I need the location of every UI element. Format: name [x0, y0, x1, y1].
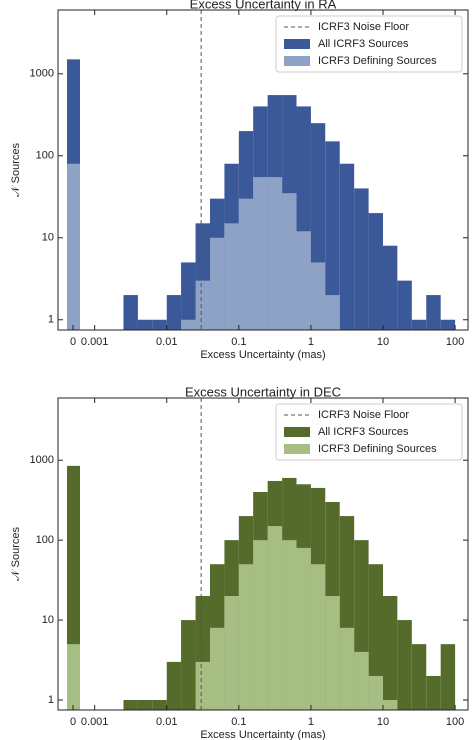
bar — [383, 245, 398, 330]
x-tick-label: 0.1 — [231, 336, 246, 348]
y-axis-label: 𝒩 Sources — [10, 527, 22, 581]
y-tick-label: 10 — [42, 232, 54, 244]
bar — [282, 193, 297, 330]
bar — [166, 295, 182, 330]
bar — [397, 280, 412, 330]
subplot: Excess Uncertainty in DEC 0 0.001 0.01 0.1 1 1… — [10, 384, 469, 740]
zero-bar — [67, 163, 80, 330]
bar — [137, 319, 153, 330]
y-tick-label: 100 — [36, 534, 54, 546]
bar — [411, 644, 427, 710]
bar — [253, 540, 268, 710]
bar — [267, 177, 283, 330]
bar — [181, 319, 196, 330]
bar — [325, 295, 340, 330]
bar — [310, 262, 326, 330]
bar — [383, 700, 398, 710]
bar — [440, 644, 456, 710]
x-tick-label: 0.01 — [156, 716, 177, 728]
bar — [339, 627, 355, 710]
bar — [137, 700, 153, 710]
bar — [325, 596, 340, 710]
bar — [440, 319, 456, 330]
legend-swatch — [284, 39, 310, 49]
bar — [224, 223, 239, 330]
bar — [354, 188, 369, 330]
bar — [339, 163, 355, 330]
x-tick-label: 0.01 — [156, 336, 177, 348]
chart-title: Excess Uncertainty in RA — [190, 0, 337, 11]
bar — [181, 262, 196, 330]
bar — [209, 237, 225, 330]
x-tick-label: 0.001 — [81, 716, 109, 728]
bar — [238, 564, 254, 710]
x-tick-label: 1 — [308, 336, 314, 348]
x-tick-label: 0.1 — [231, 716, 246, 728]
bar — [123, 295, 138, 330]
bar — [123, 700, 138, 710]
bar — [152, 319, 167, 330]
bar — [310, 564, 326, 710]
bar — [426, 675, 441, 710]
bar — [296, 547, 311, 710]
legend-label: All ICRF3 Sources — [318, 426, 409, 438]
x-tick-label: 0 — [70, 336, 76, 348]
bar — [195, 661, 210, 710]
bar — [152, 700, 167, 710]
chart-title: Excess Uncertainty in DEC — [185, 384, 341, 399]
bar — [282, 540, 297, 710]
x-tick-label: 10 — [377, 716, 389, 728]
zero-bar — [67, 644, 80, 710]
y-axis-label: 𝒩 Sources — [10, 143, 22, 197]
bar — [166, 661, 182, 710]
x-tick-label: 1 — [308, 716, 314, 728]
y-tick-label: 100 — [36, 150, 54, 162]
legend: ICRF3 Noise Floor All ICRF3 Sources ICRF3 … — [275, 15, 463, 73]
y-tick-label: 1000 — [30, 68, 54, 80]
y-tick-label: 1000 — [30, 454, 54, 466]
bar — [253, 177, 268, 330]
bar — [426, 295, 441, 330]
bar — [397, 620, 412, 710]
x-tick-label: 10 — [377, 336, 389, 348]
legend-label: ICRF3 Noise Floor — [318, 409, 409, 421]
legend-swatch — [284, 427, 310, 437]
x-tick-label: 0.001 — [81, 336, 109, 348]
legend-label: ICRF3 Defining Sources — [318, 55, 437, 67]
subplot: Excess Uncertainty in RA 0 0.001 0.01 0.1 1 10… — [10, 0, 469, 361]
bar — [181, 620, 196, 710]
bar — [238, 198, 254, 330]
bar — [224, 596, 239, 710]
bar — [209, 627, 225, 710]
y-tick-label: 1 — [48, 694, 54, 706]
axes-frame — [57, 9, 469, 331]
y-tick-label: 10 — [42, 614, 54, 626]
x-tick-label: 100 — [446, 336, 464, 348]
bar — [368, 564, 384, 710]
bar — [368, 675, 384, 710]
legend-label: All ICRF3 Sources — [318, 38, 409, 50]
x-tick-label: 0 — [70, 716, 76, 728]
x-axis-label: Excess Uncertainty (mas) — [200, 729, 325, 740]
bar — [411, 319, 427, 330]
legend: ICRF3 Noise Floor All ICRF3 Sources ICRF3 … — [275, 403, 463, 461]
bar — [195, 280, 210, 330]
legend-label: ICRF3 Noise Floor — [318, 21, 409, 33]
legend-box — [275, 15, 463, 73]
bar — [267, 526, 283, 710]
legend-label: ICRF3 Defining Sources — [318, 443, 437, 455]
bar — [354, 651, 369, 710]
bar — [296, 231, 311, 330]
legend-swatch — [284, 444, 310, 454]
x-axis-label: Excess Uncertainty (mas) — [200, 349, 325, 361]
y-tick-label: 1 — [48, 314, 54, 326]
legend-box — [275, 403, 463, 461]
bar — [368, 213, 384, 330]
bar — [325, 141, 340, 330]
bar — [383, 596, 398, 710]
axes-frame — [57, 397, 469, 711]
x-tick-label: 100 — [446, 716, 464, 728]
legend-swatch — [284, 56, 310, 66]
